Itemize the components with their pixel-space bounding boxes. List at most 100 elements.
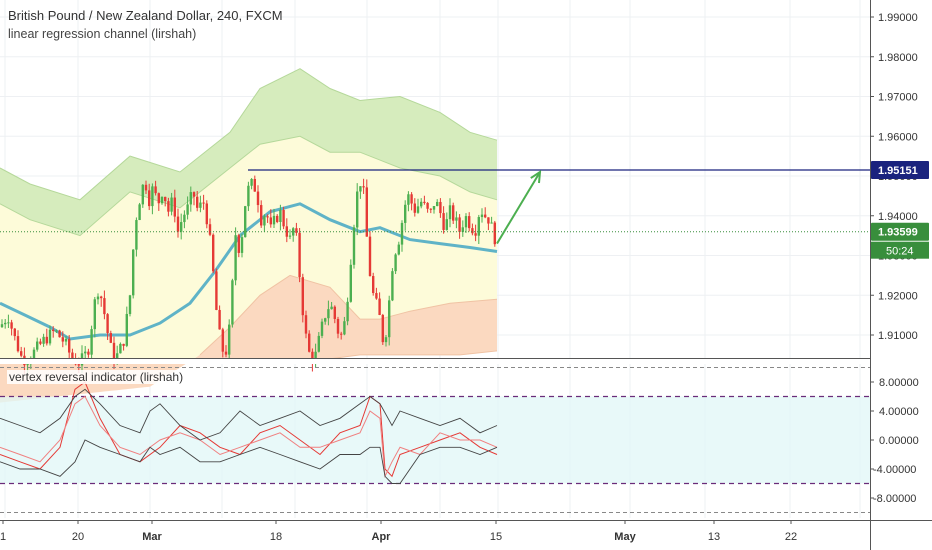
candle-body xyxy=(109,333,112,343)
time-tick-label: 13 xyxy=(708,531,720,543)
candle xyxy=(368,231,372,277)
candle xyxy=(484,207,487,219)
candle xyxy=(186,196,189,220)
candle-body xyxy=(487,217,490,224)
candle-body xyxy=(272,215,276,225)
candle-body xyxy=(442,213,445,230)
resistance-badge: 1.95151 xyxy=(871,160,929,179)
candle xyxy=(317,332,320,353)
candle-body xyxy=(381,314,384,343)
symbol-title[interactable]: British Pound / New Zealand Dollar, 240,… xyxy=(8,8,283,23)
candle-body xyxy=(464,216,468,228)
candle-body xyxy=(362,186,365,188)
candle-body xyxy=(375,293,378,299)
candle xyxy=(231,278,234,328)
candle-body xyxy=(42,336,45,344)
oscillator-name[interactable]: vertex reversal indicator (lirshah) xyxy=(7,370,186,384)
candle-body xyxy=(61,337,64,342)
candle xyxy=(458,214,461,239)
candle-body xyxy=(288,235,292,237)
candle-body xyxy=(77,364,80,366)
candle-body xyxy=(388,300,391,338)
candle-body xyxy=(400,222,404,245)
candle-body xyxy=(7,322,10,324)
candle-body xyxy=(64,338,68,342)
candle xyxy=(477,214,480,244)
candle xyxy=(7,314,10,329)
candle-body xyxy=(58,330,61,338)
candle xyxy=(394,253,397,275)
candle-body xyxy=(365,187,368,237)
candle xyxy=(128,294,132,317)
candle-body xyxy=(426,202,429,209)
candle-body xyxy=(112,342,116,363)
candle xyxy=(423,195,426,205)
candle-body xyxy=(199,202,202,208)
candle-body xyxy=(349,264,352,302)
candle-body xyxy=(84,351,87,354)
countdown-badge: 50:24 xyxy=(871,241,929,259)
candle xyxy=(109,330,112,344)
candle-body xyxy=(314,351,317,364)
time-tick-label: 22 xyxy=(785,531,797,543)
candle-body xyxy=(260,205,263,226)
candle-body xyxy=(458,217,461,232)
candle xyxy=(138,202,141,221)
candle-body xyxy=(208,224,212,235)
candle-body xyxy=(212,234,215,272)
indicator-name[interactable]: linear regression channel (lirshah) xyxy=(8,27,197,41)
candle-body xyxy=(282,209,285,227)
candle xyxy=(16,330,20,353)
candle xyxy=(416,198,420,214)
candle-body xyxy=(295,228,298,233)
current-price-badge: 1.93599 xyxy=(871,222,929,241)
candle-body xyxy=(461,227,464,232)
candle xyxy=(173,189,176,223)
candle-body xyxy=(221,329,224,352)
candle-body xyxy=(151,186,154,207)
candle-body xyxy=(234,235,237,281)
resistance-badge-label: 1.95151 xyxy=(878,165,918,177)
candle-body xyxy=(368,236,372,277)
oscillator-zone xyxy=(0,396,870,484)
candle-body xyxy=(244,206,247,238)
candle xyxy=(301,273,304,323)
candle xyxy=(237,233,240,258)
time-tick-label: Mar xyxy=(142,531,162,543)
candle xyxy=(4,318,7,329)
candle-body xyxy=(276,215,279,222)
candle xyxy=(256,185,260,213)
candle-body xyxy=(103,298,106,315)
candle xyxy=(288,229,292,240)
candle-body xyxy=(404,204,407,223)
candle-body xyxy=(45,336,48,344)
candle xyxy=(90,325,93,361)
candle-body xyxy=(240,237,244,253)
candle-body xyxy=(4,322,7,325)
candle-body xyxy=(224,351,228,355)
candle xyxy=(413,198,416,217)
candle xyxy=(180,213,183,240)
candle xyxy=(253,175,256,192)
candle-body xyxy=(493,222,496,245)
candle-body xyxy=(359,186,362,192)
candle xyxy=(119,342,122,354)
candle xyxy=(58,329,61,338)
candle-body xyxy=(183,214,186,223)
candle xyxy=(269,209,272,228)
candle xyxy=(250,178,253,190)
candle xyxy=(493,220,496,247)
osc-series-upper-envelope xyxy=(0,388,498,441)
candle-body xyxy=(218,309,221,330)
candle-body xyxy=(32,349,36,360)
candle xyxy=(202,194,205,210)
candle xyxy=(87,348,90,358)
candle xyxy=(407,191,410,212)
candle-body xyxy=(100,296,103,299)
osc-tick-label: -4.00000 xyxy=(873,464,916,476)
candle-body xyxy=(231,280,234,325)
candle xyxy=(192,191,196,206)
candle-body xyxy=(407,194,410,205)
candle-body xyxy=(320,321,324,336)
